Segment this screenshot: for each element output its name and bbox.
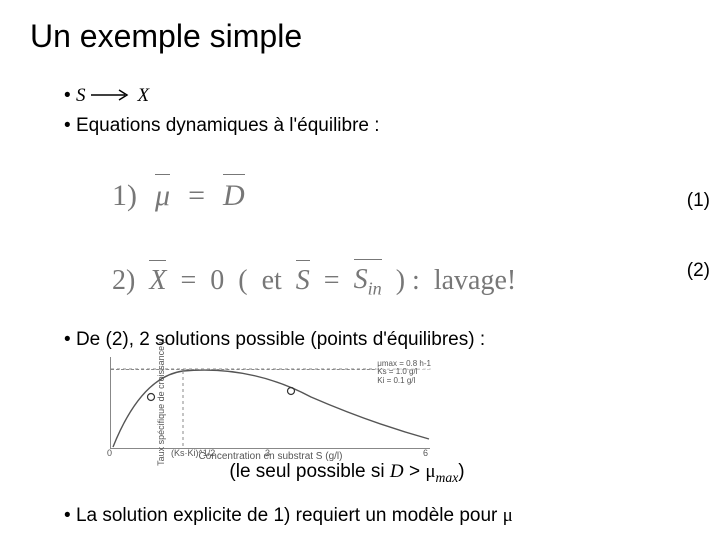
content-area: • S X • Equations dynamiques à l'équilib… [30,83,690,301]
slide: Un exemple simple • S X • Equations dyna… [0,0,720,540]
note-gt: > [409,461,425,482]
eq2-X: X [149,262,166,300]
graph-container: Taux spécifique de croissance μ Concentr… [110,357,690,449]
eq1-D: D [223,176,245,217]
note-mu-sub: max [436,469,459,484]
note-close: ) [458,461,464,482]
tick-peak: (Ks·Ki)^1/2 [171,447,215,459]
bullet-text: • [64,83,76,109]
equation-1: 1) μ = D [112,176,690,217]
bullet-solution: • La solution explicite de 1) requiert u… [64,503,690,529]
eq1-mu: μ [155,176,170,217]
bullet-text2: • [64,113,76,139]
bullet-equations: • Equations dynamiques à l'équilibre : [64,113,690,139]
tick-mid: 3 [265,447,270,459]
chart-xlabel: Concentration en substrat S (g/l) [199,450,343,464]
arrow-icon [89,83,133,109]
eq2-S: S [296,262,310,300]
content-area-2: • De (2), 2 solutions possible (points d… [30,327,690,529]
bullet-s-to-x: • S X [64,83,690,109]
var-s: S [76,83,86,109]
eq1-num: 1) [112,176,137,217]
legend-line3: Ki = 0.1 g/l [377,377,431,386]
eq2-Sin: Sin [354,261,382,301]
bullet-dot4: • [64,503,76,529]
eq2-lavage: lavage! [434,262,516,300]
slide-title: Un exemple simple [30,18,690,55]
chart-ylabel: Taux spécifique de croissance μ [155,338,167,466]
var-x: X [137,83,149,109]
eq-number-1: (1) [687,190,710,212]
bullet3-text: De (2), 2 solutions possible (points d'é… [76,327,485,353]
bullet4-mu: μ [503,503,513,529]
bullet-dot3: • [64,327,76,353]
eq2-et: et [262,262,282,300]
tick-0: 0 [107,447,112,459]
eq-number-2: (2) [687,260,710,282]
eq2-zero: 0 [210,262,224,300]
bullet2-text: Equations dynamiques à l'équilibre : [76,113,380,139]
tick-end: 6 [423,447,428,459]
note-open: (le seul possible si [229,461,390,482]
equation-2: 2) X = 0 (et S = Sin ) : lavage! [112,261,690,301]
eq2-num: 2) [112,262,135,300]
monod-chart: Taux spécifique de croissance μ Concentr… [110,357,430,449]
note-mu: μ [425,461,435,482]
note-D: D [390,461,404,482]
chart-legend: μmax = 0.8 h-1 Ks = 1.0 g/l Ki = 0.1 g/l [376,359,432,387]
bullet4-text: La solution explicite de 1) requiert un … [76,503,497,529]
